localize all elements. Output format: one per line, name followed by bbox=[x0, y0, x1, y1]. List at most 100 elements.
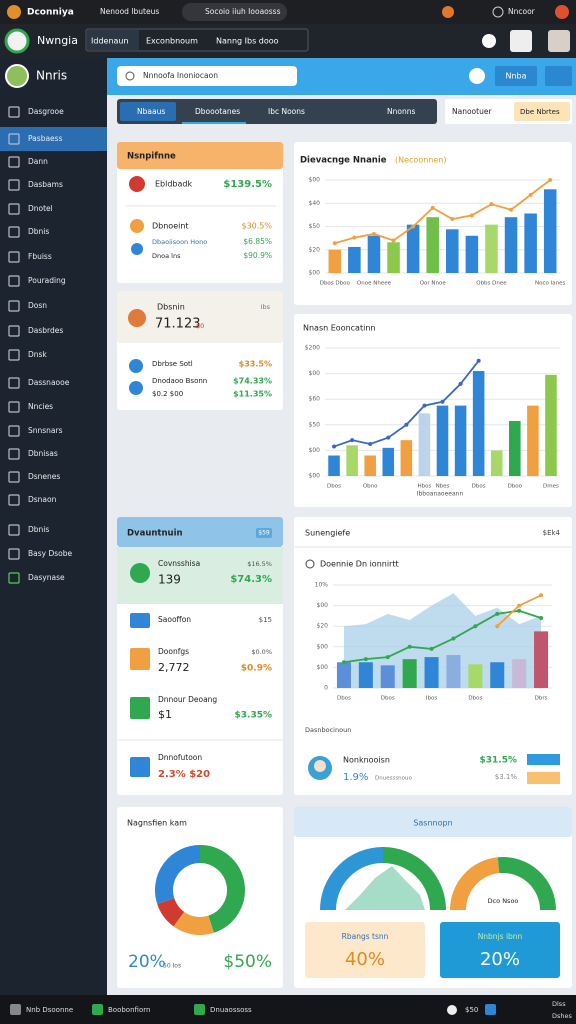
corner-note: Ibs bbox=[261, 303, 271, 311]
row-icon bbox=[131, 243, 143, 255]
nav-avatar bbox=[510, 30, 532, 52]
button-label[interactable]: Nnba bbox=[505, 72, 526, 81]
nav-tab[interactable]: Iddenaun bbox=[91, 37, 129, 46]
line-point bbox=[476, 358, 481, 363]
top-bar bbox=[0, 0, 576, 24]
stat-label: Nnbnjs ibnn bbox=[478, 932, 523, 941]
line-point bbox=[422, 403, 427, 408]
line-point bbox=[489, 202, 494, 207]
bar bbox=[534, 631, 549, 688]
line-point bbox=[450, 217, 455, 222]
row-icon bbox=[130, 613, 150, 628]
taskbar-icon bbox=[10, 1004, 21, 1015]
taskbar-item[interactable]: Nnb Dsoonne bbox=[26, 1006, 73, 1014]
nav-tab-active bbox=[87, 30, 139, 50]
sidebar-item[interactable]: Dasynase bbox=[28, 573, 65, 582]
row-value: $15 bbox=[259, 616, 272, 624]
badge-text: $59 bbox=[258, 530, 270, 537]
nav-tab[interactable]: Exconbnoum bbox=[146, 37, 198, 46]
sidebar-item[interactable]: Dassnaooe bbox=[28, 378, 70, 387]
x-tick-label: Dbos bbox=[472, 484, 486, 490]
toolbar-tab[interactable]: Ibc Noons bbox=[268, 107, 305, 116]
app-icon bbox=[7, 5, 21, 19]
user-avatar bbox=[555, 5, 569, 19]
tab[interactable]: Nenood Ibuteus bbox=[100, 7, 159, 16]
y-tick-label: $40 bbox=[309, 200, 321, 207]
donut-segment bbox=[155, 845, 201, 904]
line-point bbox=[404, 422, 409, 427]
chart-subtitle: (Necoonnen) bbox=[395, 156, 446, 165]
row-value: $74.33% bbox=[233, 377, 272, 386]
x-tick-label: Obbs Dnee bbox=[476, 281, 507, 287]
tab[interactable]: Socoio iiuh Iooaosss bbox=[205, 7, 281, 16]
user-name[interactable]: Nncoor bbox=[508, 7, 536, 16]
header-button[interactable] bbox=[545, 66, 572, 86]
toolbar-link[interactable]: Dbe Nbrtes bbox=[520, 108, 560, 116]
avatar-face bbox=[314, 760, 326, 772]
bar bbox=[402, 659, 417, 688]
row-label: Dnoa lns bbox=[152, 252, 181, 260]
donut-segment bbox=[173, 911, 214, 935]
big-number: 139 bbox=[158, 573, 181, 587]
nav-tab-box bbox=[85, 28, 309, 52]
x-tick-label: Dmes bbox=[543, 484, 559, 490]
row-value: $30.5% bbox=[241, 222, 272, 231]
sidebar-item[interactable]: Dann bbox=[28, 157, 48, 166]
sidebar-item[interactable]: Pasbaess bbox=[28, 134, 63, 143]
sidebar-item[interactable]: Basy Dsobe bbox=[28, 549, 73, 558]
taskbar-item[interactable]: Boobonfiorn bbox=[108, 1006, 150, 1014]
search-glyph bbox=[125, 71, 135, 81]
y-tick-label: $60 bbox=[309, 396, 321, 403]
big-number: 71.123 bbox=[155, 317, 201, 332]
sidebar-item[interactable]: Dosn bbox=[28, 301, 47, 310]
card-title: Sasnnopn bbox=[413, 819, 452, 828]
line bbox=[343, 609, 542, 664]
toolbar-tab[interactable]: Nbaaus bbox=[137, 107, 165, 116]
sidebar-item[interactable]: Snnsnars bbox=[28, 426, 63, 435]
line-point bbox=[440, 399, 445, 404]
sidebar-item[interactable]: Dasbams bbox=[28, 180, 63, 189]
line-point bbox=[509, 207, 514, 212]
y-tick-label: 10% bbox=[315, 582, 329, 589]
sidebar-item[interactable]: Dsnaon bbox=[28, 495, 57, 504]
sidebar-item[interactable]: Fbuiss bbox=[28, 252, 52, 261]
toolbar-tab[interactable]: Dboootanes bbox=[195, 107, 240, 116]
sidebar-title: Nnris bbox=[36, 69, 67, 83]
taskbar-item: Dshes bbox=[552, 1012, 573, 1020]
line-point bbox=[429, 646, 434, 651]
gauge-arc bbox=[320, 847, 384, 911]
taskbar-icon bbox=[447, 1005, 457, 1015]
line-point bbox=[430, 205, 435, 210]
line-point bbox=[539, 615, 544, 620]
search-box[interactable] bbox=[117, 66, 297, 86]
sidebar-item[interactable]: Pourading bbox=[28, 276, 66, 285]
sidebar-item[interactable]: Dnsk bbox=[28, 350, 47, 359]
nav-tab[interactable]: Nanng Ibs dooo bbox=[216, 37, 279, 46]
toolbar-link[interactable]: Nanootuer bbox=[452, 107, 492, 116]
progress-bar bbox=[527, 754, 560, 765]
taskbar-item[interactable]: Dnuaossoss bbox=[210, 1006, 252, 1014]
sidebar-icon bbox=[8, 251, 20, 263]
row-icon bbox=[130, 697, 150, 719]
sidebar-item[interactable]: Dasbrdes bbox=[28, 326, 63, 335]
sidebar-item[interactable]: Dasgrooe bbox=[28, 107, 64, 116]
big-number: $50% bbox=[223, 952, 272, 972]
sidebar-item[interactable]: Dbnis bbox=[28, 227, 49, 236]
sidebar-item[interactable]: Dbnisas bbox=[28, 449, 58, 458]
x-tick-label: Obno bbox=[363, 484, 378, 490]
taskbar-icon bbox=[194, 1004, 205, 1015]
bar bbox=[358, 662, 373, 688]
sidebar-item[interactable]: Dsnenes bbox=[28, 472, 60, 481]
x-tick-label: Nbes bbox=[436, 484, 450, 490]
note: 50 Ios bbox=[163, 963, 181, 970]
row-label: Dnodaoo Bsonn bbox=[152, 377, 207, 385]
sidebar-icon bbox=[8, 471, 20, 483]
header-button[interactable] bbox=[495, 66, 537, 86]
y-tick-label: 0 bbox=[324, 685, 328, 692]
toolbar-tab[interactable]: Nnonns bbox=[387, 107, 415, 116]
sidebar-item[interactable]: Dnotel bbox=[28, 204, 53, 213]
y-tick-label: $00 bbox=[317, 602, 329, 609]
sidebar-item[interactable]: Nncies bbox=[28, 402, 53, 411]
card-title: Nagnsfien kam bbox=[127, 819, 187, 828]
sidebar-item[interactable]: Dbnis bbox=[28, 525, 49, 534]
